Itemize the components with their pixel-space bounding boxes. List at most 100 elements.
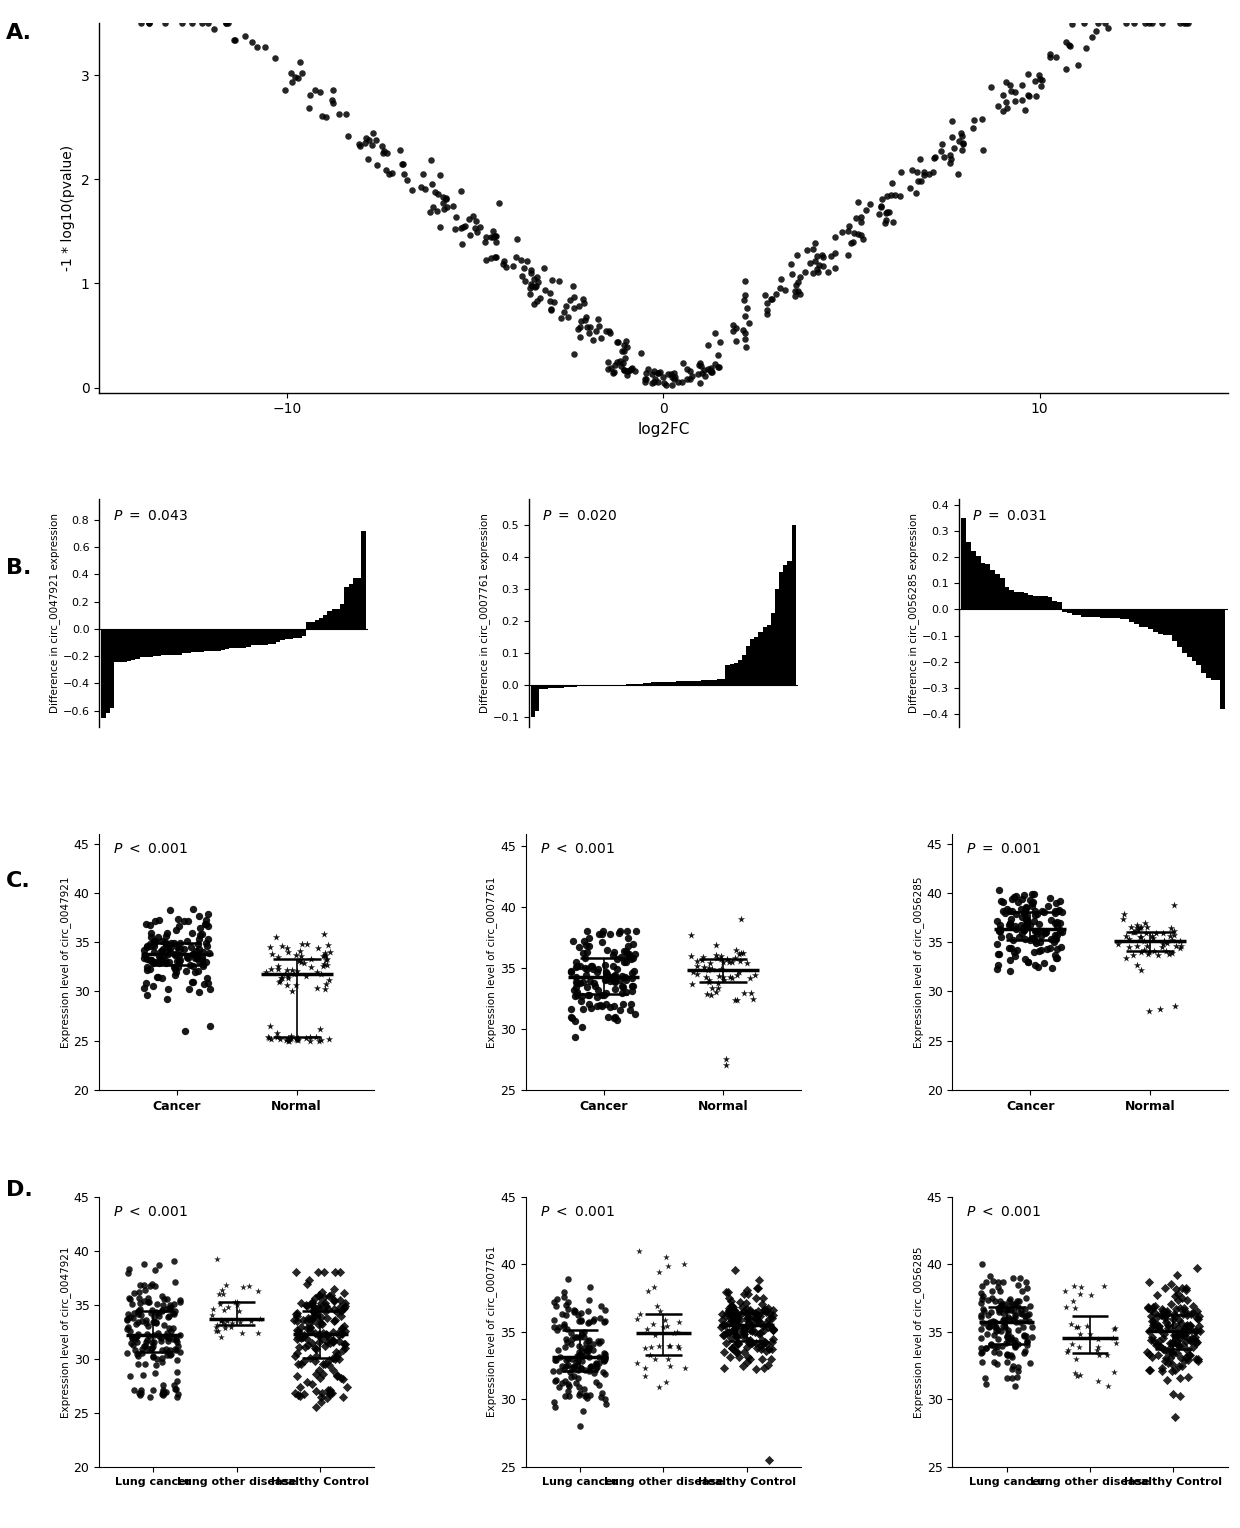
Point — [1131, 915, 1151, 940]
Point — [138, 935, 157, 960]
Point — [606, 350, 626, 374]
Point — [248, 1279, 268, 1303]
Point — [560, 960, 580, 984]
Point — [1001, 908, 1021, 932]
Bar — [754, 637, 759, 686]
Point — [1115, 902, 1135, 926]
Point — [598, 1004, 618, 1028]
Point — [553, 1302, 573, 1326]
Point — [325, 1297, 345, 1322]
Point — [945, 136, 965, 160]
Point — [594, 1309, 614, 1334]
Point — [546, 1348, 565, 1372]
Point — [335, 1332, 355, 1357]
Point — [1014, 1323, 1034, 1348]
Point — [1014, 897, 1034, 921]
Point — [640, 1343, 660, 1368]
Point — [599, 319, 619, 344]
Point — [713, 1323, 733, 1348]
Point — [1121, 915, 1141, 940]
Point — [212, 1308, 232, 1332]
Point — [1178, 1348, 1198, 1372]
Point — [722, 1308, 742, 1332]
Point — [631, 341, 651, 365]
Point — [157, 937, 177, 961]
Point — [288, 1325, 308, 1349]
Point — [1147, 1282, 1167, 1306]
Point — [356, 125, 376, 150]
Point — [575, 957, 595, 981]
Point — [379, 162, 399, 186]
Point — [310, 1366, 330, 1390]
Bar — [738, 660, 742, 686]
Point — [314, 1285, 334, 1309]
Point — [133, 1363, 153, 1387]
Point — [560, 1320, 580, 1345]
Point — [719, 950, 739, 975]
Point — [286, 1328, 306, 1352]
Point — [596, 960, 616, 984]
Point — [742, 1331, 761, 1355]
Point — [730, 949, 750, 973]
Point — [575, 1342, 595, 1366]
Point — [682, 364, 702, 388]
Point — [1149, 1319, 1169, 1343]
Point — [1143, 1313, 1163, 1337]
Point — [991, 1290, 1011, 1314]
Point — [525, 275, 544, 299]
Point — [348, 131, 368, 156]
Point — [997, 96, 1017, 121]
Point — [123, 1291, 143, 1316]
Point — [150, 950, 170, 975]
Point — [650, 359, 670, 384]
Point — [184, 941, 203, 966]
Point — [1022, 1325, 1042, 1349]
Point — [1061, 1331, 1081, 1355]
Point — [656, 1308, 676, 1332]
Point — [572, 1322, 591, 1346]
Point — [1156, 1309, 1176, 1334]
Point — [987, 1334, 1007, 1358]
Point — [1014, 902, 1034, 926]
Point — [729, 941, 749, 966]
Point — [1004, 940, 1024, 964]
Point — [848, 222, 868, 246]
Point — [239, 1274, 259, 1299]
Point — [268, 953, 288, 978]
Point — [1007, 1365, 1027, 1389]
Point — [1037, 937, 1056, 961]
Point — [567, 964, 587, 989]
Point — [600, 321, 620, 345]
Point — [1164, 993, 1184, 1018]
Bar — [126, 630, 131, 660]
Point — [141, 1271, 161, 1296]
Point — [564, 284, 584, 309]
Point — [753, 1314, 773, 1339]
Point — [311, 1384, 331, 1409]
Point — [751, 1293, 771, 1317]
Point — [734, 1322, 754, 1346]
Point — [1009, 1300, 1029, 1325]
Point — [170, 931, 190, 955]
Point — [1034, 900, 1054, 924]
Point — [451, 215, 471, 240]
Point — [804, 237, 823, 261]
Point — [1167, 1276, 1187, 1300]
Point — [994, 1309, 1014, 1334]
Point — [583, 1308, 603, 1332]
Point — [730, 1290, 750, 1314]
Point — [1153, 1337, 1173, 1361]
Point — [156, 1337, 176, 1361]
Point — [1106, 1331, 1126, 1355]
Point — [1158, 1316, 1178, 1340]
Point — [990, 914, 1009, 938]
Point — [870, 194, 890, 219]
Point — [549, 1375, 569, 1400]
Point — [141, 1300, 161, 1325]
Point — [285, 1261, 305, 1285]
Point — [1118, 927, 1138, 952]
Point — [1183, 1334, 1203, 1358]
Point — [707, 979, 727, 1004]
Bar — [208, 630, 212, 651]
Point — [852, 209, 872, 234]
